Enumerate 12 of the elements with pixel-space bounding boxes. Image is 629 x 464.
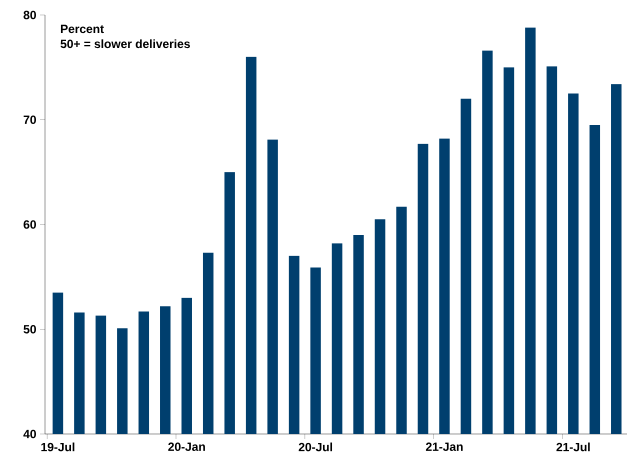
y-tick-label: 60 bbox=[24, 220, 36, 229]
y-tick-label: 50 bbox=[24, 325, 36, 334]
x-tick-label: 20-Jan bbox=[168, 442, 205, 451]
y-axis-title: Percent bbox=[60, 24, 104, 34]
x-tick-label: 21-Jul bbox=[556, 442, 590, 452]
x-tick-label: 20-Jul bbox=[298, 442, 332, 452]
x-tick-label: 19-Jul bbox=[41, 442, 74, 452]
y-tick-label: 40 bbox=[23, 430, 36, 438]
y-tick-label: 80 bbox=[24, 10, 36, 20]
x-tick-label: 21-Jan bbox=[426, 442, 463, 451]
annotation: 50+ = slower deliveries bbox=[60, 39, 190, 48]
y-tick-label: 70 bbox=[24, 116, 36, 124]
